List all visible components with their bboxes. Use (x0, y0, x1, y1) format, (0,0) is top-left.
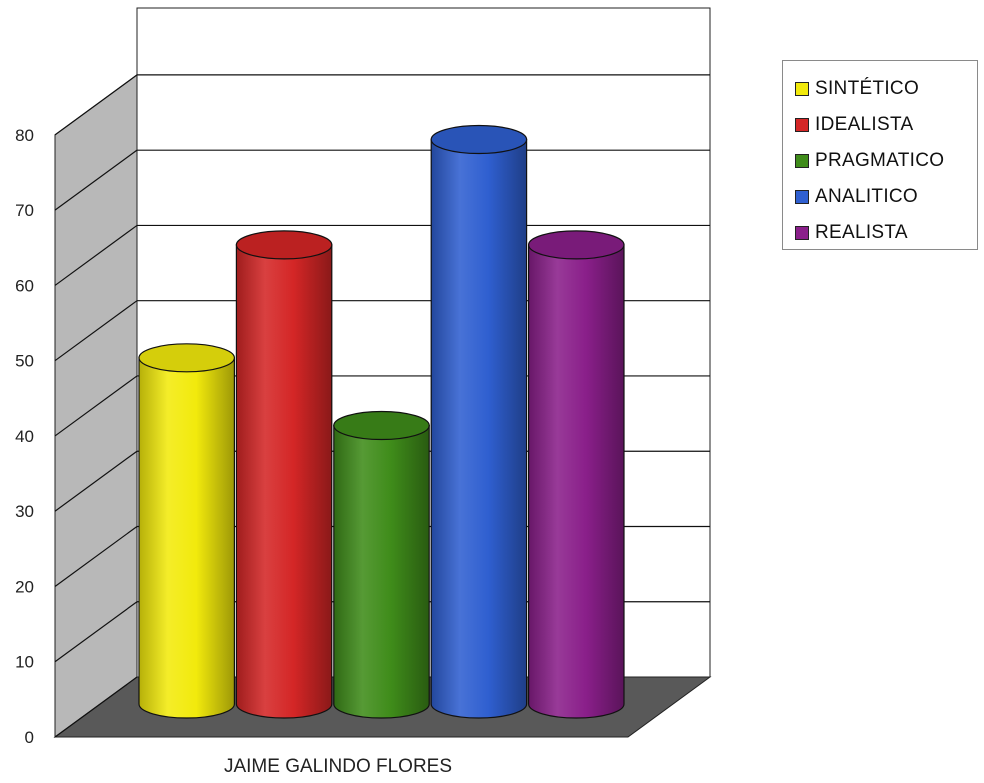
cylinder-body (430, 138, 528, 719)
side-gridline (54, 450, 138, 512)
y-axis-ticks: 0 10 20 30 40 50 60 70 80 (15, 126, 34, 747)
y-tick-label: 20 (15, 577, 34, 596)
bar-sintético (138, 343, 236, 719)
x-category-label: JAIME GALINDO FLORES (224, 756, 452, 777)
side-gridline (54, 375, 138, 437)
y-tick-label: 70 (15, 201, 34, 220)
legend-item: PRAGMATICO (795, 143, 977, 179)
side-gridline (54, 601, 138, 663)
y-tick-label: 80 (15, 126, 34, 145)
legend-item: ANALITICO (795, 179, 977, 215)
cylinder-body (235, 244, 333, 719)
legend-swatch (795, 118, 809, 132)
y-tick-label: 0 (25, 728, 34, 747)
side-gridline (54, 300, 138, 362)
bar-realista (527, 230, 625, 719)
bar-idealista (235, 230, 333, 719)
legend: SINTÉTICO IDEALISTA PRAGMATICO ANALITICO REA… (782, 60, 978, 250)
cylinder-top (138, 343, 236, 373)
legend-label: IDEALISTA (815, 114, 914, 135)
y-tick-label: 40 (15, 427, 34, 446)
cylinder-body (138, 357, 235, 719)
cylinder-body (528, 244, 625, 719)
legend-swatch (795, 226, 809, 240)
y-tick-label: 30 (15, 502, 34, 521)
cylinder-top (527, 230, 625, 260)
legend-label: PRAGMATICO (815, 150, 945, 171)
legend-label: REALISTA (815, 222, 908, 243)
legend-item: SINTÉTICO (795, 71, 977, 107)
side-gridline (54, 149, 138, 211)
legend-swatch (795, 190, 809, 204)
legend-label: ANALITICO (815, 186, 918, 207)
y-tick-label: 60 (15, 276, 34, 295)
bars (138, 124, 625, 719)
cylinder-top (430, 124, 528, 155)
legend-item: REALISTA (795, 215, 977, 251)
side-gridline (54, 74, 138, 136)
y-tick-label: 10 (15, 653, 34, 672)
bar-analitico (430, 124, 528, 719)
bar-pragmatico (333, 410, 430, 719)
cylinder-body (333, 424, 430, 719)
side-gridline (54, 525, 138, 587)
legend-swatch (795, 154, 809, 168)
side-gridline (54, 224, 138, 286)
cylinder-top (333, 410, 430, 441)
side-gridline (54, 676, 138, 738)
legend-swatch (795, 82, 809, 96)
cylinder-top (235, 230, 333, 260)
legend-label: SINTÉTICO (815, 78, 920, 99)
legend-item: IDEALISTA (795, 107, 977, 143)
y-tick-label: 50 (15, 352, 34, 371)
